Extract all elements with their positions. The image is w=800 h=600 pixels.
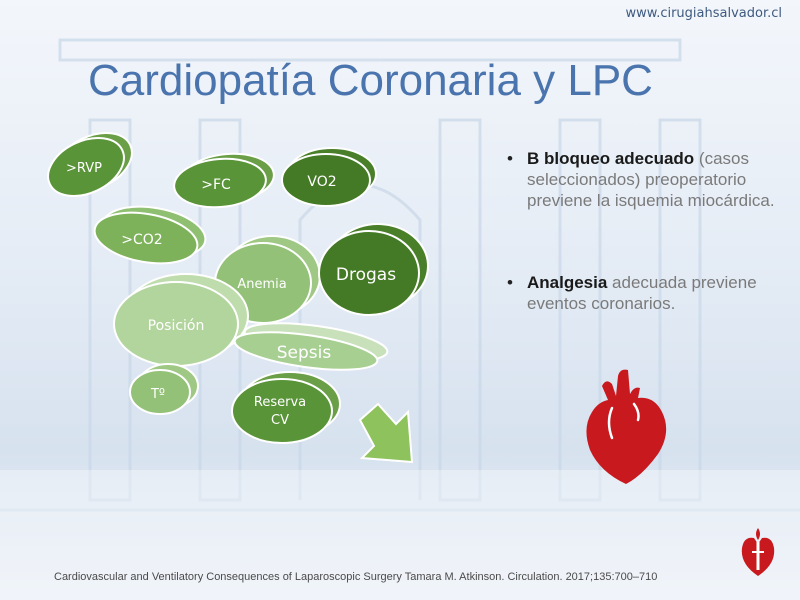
node-co2-label: >CO2 <box>121 232 162 248</box>
bullet-item: B bloqueo adecuado (casos seleccionados)… <box>505 148 785 211</box>
node-drogas: Drogas <box>318 223 429 316</box>
node-temperatura: Tº <box>129 363 199 415</box>
node-cv-label: CV <box>271 413 289 428</box>
slide-title: Cardiopatía Coronaria y LPC <box>88 56 653 105</box>
bullet-text: adecuada previene eventos coronarios. <box>527 273 757 313</box>
citation-footer: Cardiovascular and Ventilatory Consequen… <box>54 571 658 583</box>
bullet-text: (casos seleccionados) preoperatorio prev… <box>527 149 775 210</box>
node-fc: >FC <box>173 152 275 209</box>
node-drogas-label: Drogas <box>336 265 396 285</box>
down-right-arrow-icon <box>358 402 414 464</box>
node-vo2-label: VO2 <box>307 174 336 190</box>
node-posicion: Posición <box>113 273 249 367</box>
node-fc-label: >FC <box>201 177 231 193</box>
heart-torch-logo-icon <box>741 528 775 576</box>
node-rvp: >RVP <box>47 131 133 198</box>
bullet-bold: B bloqueo adecuado <box>527 149 695 168</box>
node-rvp-label: >RVP <box>66 161 102 176</box>
node-posicion-label: Posición <box>148 318 205 334</box>
website-url: www.cirugiahsalvador.cl <box>625 6 782 21</box>
bullet-bold: Analgesia <box>527 273 608 292</box>
heart-icon <box>586 369 667 484</box>
node-temperatura-label: Tº <box>150 387 165 402</box>
node-sepsis-label: Sepsis <box>277 343 332 363</box>
bullet-list: B bloqueo adecuado (casos seleccionados)… <box>505 148 785 375</box>
node-sepsis: Sepsis <box>233 322 389 371</box>
bullet-item: Analgesia adecuada previene eventos coro… <box>505 272 785 314</box>
node-reserva-label: Reserva <box>254 395 306 410</box>
node-co2: >CO2 <box>93 205 207 265</box>
node-vo2: VO2 <box>281 147 377 207</box>
node-anemia-label: Anemia <box>237 277 286 292</box>
node-reserva-cv: Reserva CV <box>231 371 341 444</box>
